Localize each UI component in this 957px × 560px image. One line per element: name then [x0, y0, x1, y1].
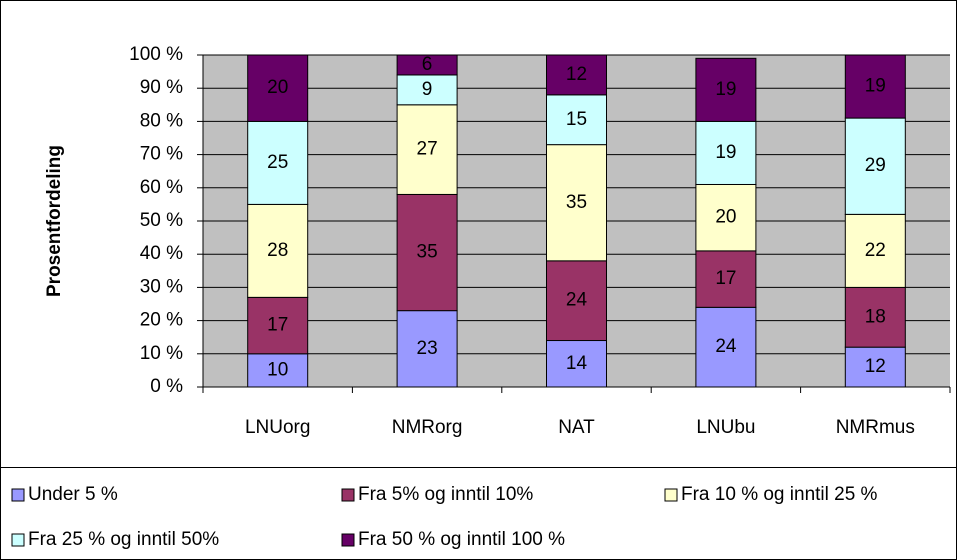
bar-segment: [396, 104, 458, 195]
data-label: 15: [566, 109, 587, 130]
data-label: 12: [566, 64, 587, 85]
bar-segment: [695, 183, 757, 252]
data-label: 14: [566, 353, 588, 374]
legend-swatch: [664, 488, 678, 502]
data-label: 17: [715, 268, 736, 289]
y-tick-label: 60 %: [140, 177, 183, 198]
x-tick-label: LNUbu: [696, 417, 755, 438]
legend-label: Fra 25 % og inntil 50%: [28, 529, 219, 550]
legend-swatch: [341, 533, 355, 547]
y-tick-label: 50 %: [140, 210, 183, 231]
y-tick-label: 80 %: [140, 110, 183, 131]
data-label: 29: [865, 155, 886, 176]
y-tick-label: 10 %: [140, 343, 183, 364]
legend-swatch: [11, 533, 25, 547]
bar-segment: [546, 144, 607, 262]
bar-segment: [844, 213, 906, 288]
data-label: 20: [267, 77, 288, 98]
bar-segment: [247, 203, 309, 298]
bar-segment: [844, 54, 906, 119]
data-label: 23: [417, 338, 438, 359]
bar-segment: [396, 54, 458, 76]
data-label: 10: [267, 359, 288, 380]
bar-segment: [247, 353, 309, 388]
data-label: 25: [267, 152, 288, 173]
bar-segment: [695, 57, 757, 122]
data-label: 35: [566, 192, 587, 213]
data-label: 19: [865, 76, 886, 97]
y-tick-label: 70 %: [140, 144, 183, 165]
y-tick-label: 90 %: [140, 77, 183, 98]
data-label: 17: [267, 315, 288, 336]
bar-segment: [844, 286, 906, 348]
data-label: 24: [566, 290, 588, 311]
data-label: 19: [715, 79, 736, 100]
legend-label: Fra 50 % og inntil 100 %: [358, 529, 565, 550]
x-tick-label: NAT: [558, 417, 595, 438]
data-label: 12: [865, 356, 886, 377]
y-tick-label: 0 %: [150, 376, 183, 397]
bar-segment: [695, 306, 757, 388]
data-label: 22: [865, 240, 886, 261]
legend-label: Fra 5% og inntil 10%: [358, 484, 533, 505]
data-label: 35: [417, 242, 438, 263]
data-label: 28: [267, 240, 288, 261]
bar-segment: [546, 94, 607, 146]
data-label: 24: [715, 336, 737, 357]
data-label: 6: [422, 54, 433, 75]
data-label: 27: [417, 139, 438, 160]
bar-segment: [546, 260, 607, 342]
y-tick-label: 100 %: [129, 44, 183, 65]
bar-segment: [396, 74, 458, 106]
bar-segment: [247, 120, 309, 205]
x-tick-label: NMRorg: [392, 417, 463, 438]
data-label: 19: [715, 142, 736, 163]
data-label: 20: [715, 207, 736, 228]
data-label: 18: [865, 306, 886, 327]
legend-swatch: [11, 488, 25, 502]
bar-segment: [247, 296, 309, 355]
data-label: 9: [422, 79, 433, 100]
bar-segment: [546, 340, 607, 388]
legend-label: Fra 10 % og inntil 25 %: [681, 484, 878, 505]
legend-swatch: [341, 488, 355, 502]
x-tick-label: NMRmus: [836, 417, 915, 438]
bar-segment: [247, 54, 309, 122]
y-tick-label: 30 %: [140, 276, 183, 297]
y-tick-label: 20 %: [140, 310, 183, 331]
bar-segment: [546, 54, 607, 96]
y-axis-label: Prosentfordeling: [44, 145, 65, 297]
x-tick-label: LNUorg: [245, 417, 310, 438]
y-tick-label: 40 %: [140, 243, 183, 264]
legend-label: Under 5 %: [28, 484, 118, 505]
